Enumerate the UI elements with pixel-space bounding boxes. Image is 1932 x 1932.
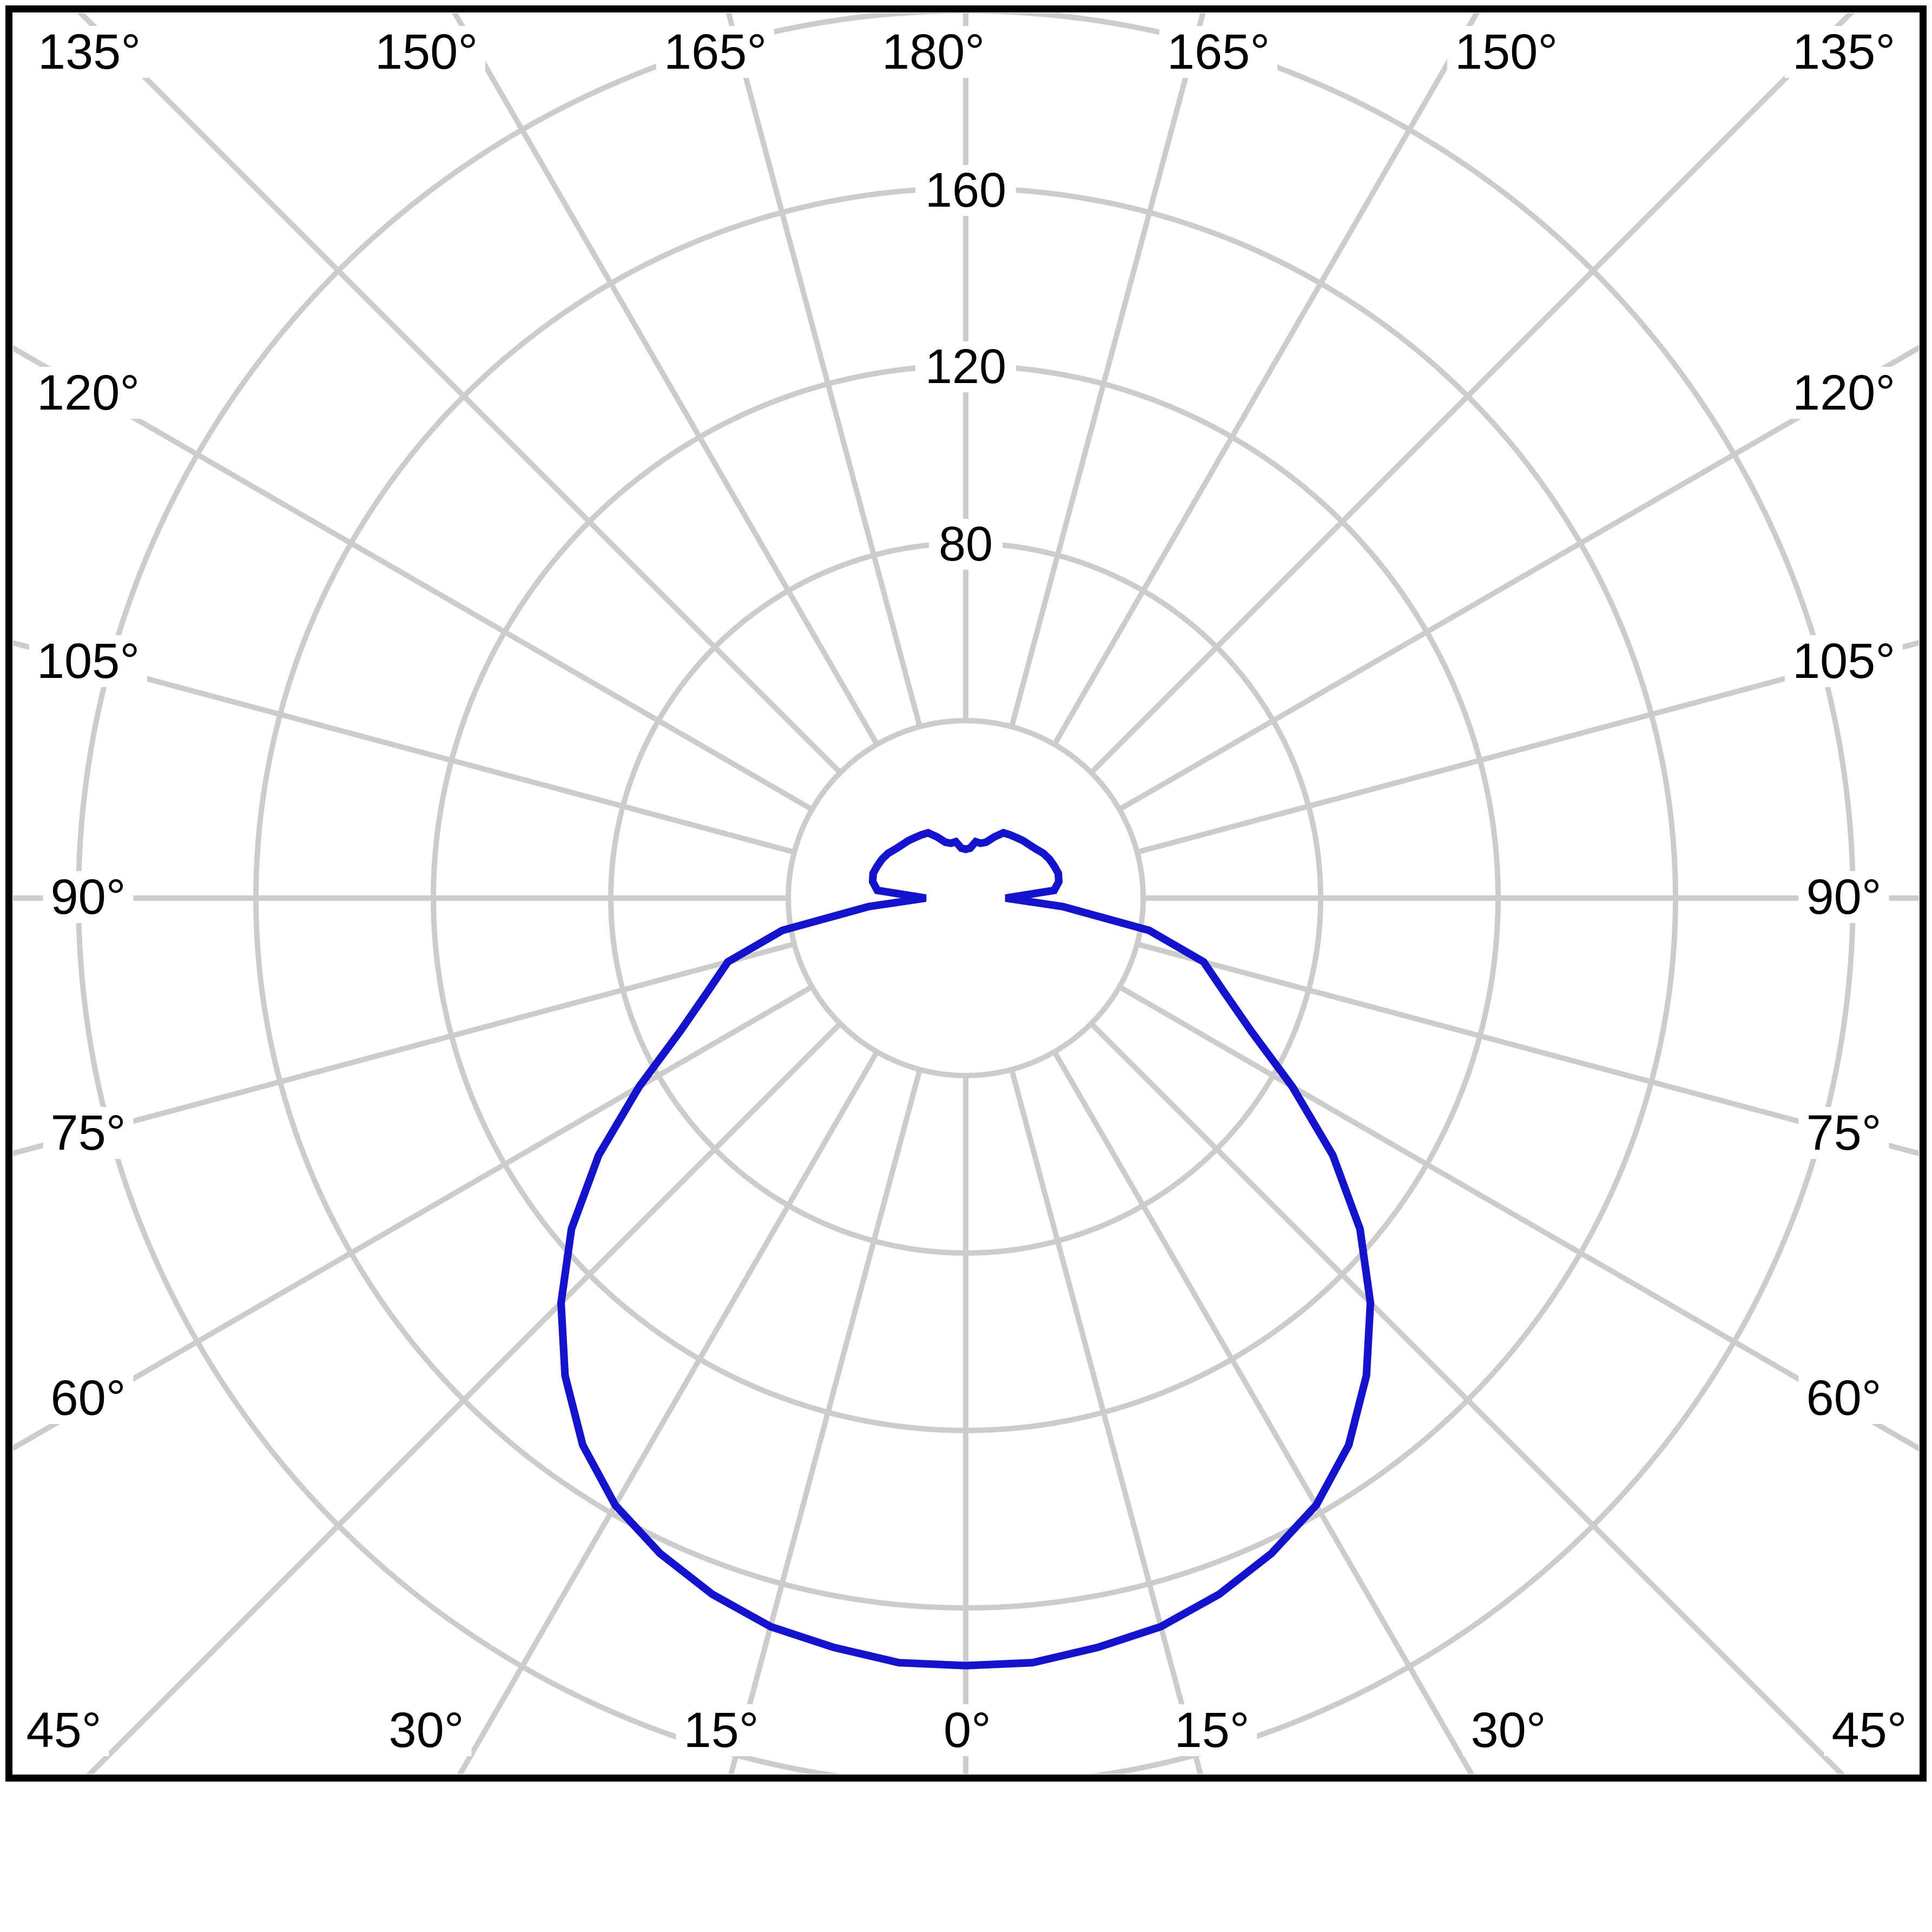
angle-label-60deg: 60° bbox=[43, 1372, 134, 1424]
angle-label-90deg: 90° bbox=[1798, 871, 1889, 923]
angle-label-150deg: 150° bbox=[1447, 26, 1566, 78]
bottom-info-bar: cd/klm η = 70% C0 - C180 C90 - C270 bbox=[0, 1782, 1932, 1932]
angle-label-75deg: 75° bbox=[1798, 1107, 1889, 1159]
angle-label-30deg: 30° bbox=[1463, 1704, 1554, 1756]
grid-radial-line bbox=[13, 941, 795, 1157]
grid-radial-line bbox=[13, 984, 814, 1452]
angle-label-60deg: 60° bbox=[1798, 1372, 1889, 1424]
angle-label-180deg: 180° bbox=[874, 26, 993, 78]
angle-label-90deg: 90° bbox=[43, 871, 134, 923]
grid-radial-line bbox=[1118, 344, 1919, 812]
grid-radial-line bbox=[13, 345, 814, 812]
radial-tick-label-80: 80 bbox=[928, 519, 1003, 570]
angle-label-150deg: 150° bbox=[367, 26, 486, 78]
grid-circle-40 bbox=[786, 718, 1146, 1078]
grid-radial-line bbox=[1136, 941, 1919, 1157]
angle-label-30deg: 30° bbox=[381, 1704, 472, 1756]
grid-radial-line bbox=[1009, 13, 1206, 728]
angle-label-0deg: 0° bbox=[936, 1704, 999, 1756]
grid-radial-line bbox=[728, 1069, 922, 1774]
angle-label-165deg: 165° bbox=[656, 26, 775, 78]
angle-label-135deg: 135° bbox=[30, 26, 149, 78]
curve-c90-c270 bbox=[557, 828, 1375, 1670]
grid-radial-line bbox=[1009, 1069, 1203, 1774]
grid-radial-line bbox=[1118, 984, 1919, 1452]
grid-radial-line bbox=[13, 639, 795, 855]
grid-radial-line bbox=[726, 13, 922, 728]
angle-label-45deg: 45° bbox=[1824, 1704, 1915, 1756]
grid-radial-line bbox=[1136, 639, 1919, 855]
angle-label-105deg: 105° bbox=[29, 635, 148, 687]
radial-tick-label-120: 120 bbox=[915, 341, 1017, 392]
angle-label-120deg: 120° bbox=[29, 367, 148, 419]
angle-label-45deg: 45° bbox=[18, 1704, 109, 1756]
angle-label-135deg: 135° bbox=[1784, 26, 1903, 78]
angle-label-105deg: 105° bbox=[1784, 635, 1903, 687]
angle-label-75deg: 75° bbox=[43, 1107, 134, 1159]
plot-frame-border bbox=[5, 5, 1927, 1782]
grid-radial-line bbox=[1052, 1050, 1475, 1774]
radial-tick-label-160: 160 bbox=[915, 165, 1017, 216]
grid-radial-line bbox=[451, 13, 880, 746]
grid-radial-line bbox=[85, 1021, 842, 1774]
angle-label-15deg: 15° bbox=[676, 1704, 767, 1756]
grid-radial-line bbox=[457, 1050, 880, 1774]
angle-label-15deg: 15° bbox=[1166, 1704, 1257, 1756]
angle-label-120deg: 120° bbox=[1784, 367, 1903, 419]
angle-label-165deg: 165° bbox=[1159, 26, 1278, 78]
grid-radial-line bbox=[1052, 13, 1480, 746]
grid-radial-line bbox=[1089, 1021, 1846, 1774]
